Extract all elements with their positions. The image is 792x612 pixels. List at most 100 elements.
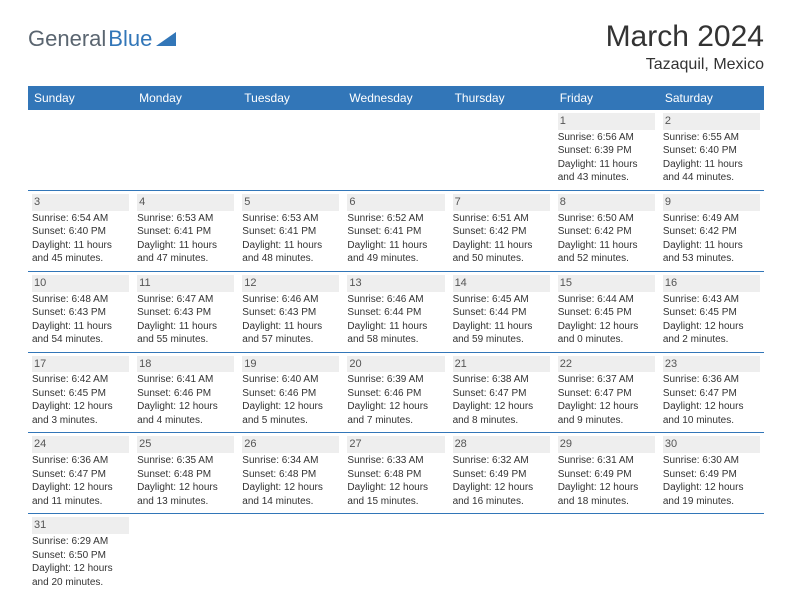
daylight-text: Daylight: 12 hours and 20 minutes.	[32, 562, 129, 589]
calendar-week-row: 24Sunrise: 6:36 AMSunset: 6:47 PMDayligh…	[28, 433, 764, 514]
sunset-text: Sunset: 6:44 PM	[453, 306, 550, 320]
sunrise-text: Sunrise: 6:53 AM	[137, 212, 234, 226]
day-number: 27	[347, 436, 444, 453]
sunrise-text: Sunrise: 6:49 AM	[663, 212, 760, 226]
sunset-text: Sunset: 6:39 PM	[558, 144, 655, 158]
day-number: 5	[242, 194, 339, 211]
calendar-cell	[343, 514, 448, 594]
title-block: March 2024 Tazaquil, Mexico	[606, 20, 764, 74]
calendar-cell: 6Sunrise: 6:52 AMSunset: 6:41 PMDaylight…	[343, 190, 448, 271]
day-number: 12	[242, 275, 339, 292]
sunset-text: Sunset: 6:42 PM	[558, 225, 655, 239]
col-monday: Monday	[133, 86, 238, 110]
daylight-text: Daylight: 12 hours and 16 minutes.	[453, 481, 550, 508]
day-number: 6	[347, 194, 444, 211]
day-number: 30	[663, 436, 760, 453]
day-number: 2	[663, 113, 760, 130]
day-number: 20	[347, 356, 444, 373]
sunrise-text: Sunrise: 6:53 AM	[242, 212, 339, 226]
sunset-text: Sunset: 6:45 PM	[558, 306, 655, 320]
daylight-text: Daylight: 11 hours and 55 minutes.	[137, 320, 234, 347]
sunrise-text: Sunrise: 6:38 AM	[453, 373, 550, 387]
sunrise-text: Sunrise: 6:47 AM	[137, 293, 234, 307]
daylight-text: Daylight: 11 hours and 50 minutes.	[453, 239, 550, 266]
daylight-text: Daylight: 11 hours and 54 minutes.	[32, 320, 129, 347]
logo: General Blue	[28, 20, 176, 52]
calendar-week-row: 10Sunrise: 6:48 AMSunset: 6:43 PMDayligh…	[28, 271, 764, 352]
day-number: 4	[137, 194, 234, 211]
sunset-text: Sunset: 6:46 PM	[242, 387, 339, 401]
sunrise-text: Sunrise: 6:42 AM	[32, 373, 129, 387]
col-sunday: Sunday	[28, 86, 133, 110]
page-title: March 2024	[606, 20, 764, 54]
calendar-cell: 30Sunrise: 6:30 AMSunset: 6:49 PMDayligh…	[659, 433, 764, 514]
sunrise-text: Sunrise: 6:46 AM	[242, 293, 339, 307]
daylight-text: Daylight: 12 hours and 19 minutes.	[663, 481, 760, 508]
daylight-text: Daylight: 11 hours and 52 minutes.	[558, 239, 655, 266]
calendar-cell: 19Sunrise: 6:40 AMSunset: 6:46 PMDayligh…	[238, 352, 343, 433]
calendar-cell: 13Sunrise: 6:46 AMSunset: 6:44 PMDayligh…	[343, 271, 448, 352]
calendar-cell: 28Sunrise: 6:32 AMSunset: 6:49 PMDayligh…	[449, 433, 554, 514]
calendar-cell: 31Sunrise: 6:29 AMSunset: 6:50 PMDayligh…	[28, 514, 133, 594]
sunset-text: Sunset: 6:41 PM	[137, 225, 234, 239]
day-number: 19	[242, 356, 339, 373]
daylight-text: Daylight: 12 hours and 9 minutes.	[558, 400, 655, 427]
calendar-cell: 26Sunrise: 6:34 AMSunset: 6:48 PMDayligh…	[238, 433, 343, 514]
daylight-text: Daylight: 11 hours and 49 minutes.	[347, 239, 444, 266]
sunset-text: Sunset: 6:47 PM	[453, 387, 550, 401]
sunrise-text: Sunrise: 6:36 AM	[663, 373, 760, 387]
calendar-cell: 21Sunrise: 6:38 AMSunset: 6:47 PMDayligh…	[449, 352, 554, 433]
calendar-cell: 25Sunrise: 6:35 AMSunset: 6:48 PMDayligh…	[133, 433, 238, 514]
sunrise-text: Sunrise: 6:33 AM	[347, 454, 444, 468]
sunset-text: Sunset: 6:43 PM	[242, 306, 339, 320]
sunset-text: Sunset: 6:50 PM	[32, 549, 129, 563]
day-number: 13	[347, 275, 444, 292]
daylight-text: Daylight: 12 hours and 11 minutes.	[32, 481, 129, 508]
daylight-text: Daylight: 12 hours and 8 minutes.	[453, 400, 550, 427]
sunset-text: Sunset: 6:47 PM	[558, 387, 655, 401]
sunset-text: Sunset: 6:49 PM	[558, 468, 655, 482]
daylight-text: Daylight: 11 hours and 44 minutes.	[663, 158, 760, 185]
day-number: 26	[242, 436, 339, 453]
daylight-text: Daylight: 12 hours and 14 minutes.	[242, 481, 339, 508]
daylight-text: Daylight: 11 hours and 53 minutes.	[663, 239, 760, 266]
calendar-cell	[238, 514, 343, 594]
sunrise-text: Sunrise: 6:52 AM	[347, 212, 444, 226]
calendar-cell	[659, 514, 764, 594]
daylight-text: Daylight: 12 hours and 13 minutes.	[137, 481, 234, 508]
calendar-cell: 17Sunrise: 6:42 AMSunset: 6:45 PMDayligh…	[28, 352, 133, 433]
calendar-cell: 7Sunrise: 6:51 AMSunset: 6:42 PMDaylight…	[449, 190, 554, 271]
sunrise-text: Sunrise: 6:56 AM	[558, 131, 655, 145]
col-thursday: Thursday	[449, 86, 554, 110]
day-number: 29	[558, 436, 655, 453]
calendar-body: 1Sunrise: 6:56 AMSunset: 6:39 PMDaylight…	[28, 110, 764, 594]
daylight-text: Daylight: 11 hours and 48 minutes.	[242, 239, 339, 266]
day-number: 22	[558, 356, 655, 373]
day-number: 21	[453, 356, 550, 373]
calendar-cell: 14Sunrise: 6:45 AMSunset: 6:44 PMDayligh…	[449, 271, 554, 352]
sunrise-text: Sunrise: 6:46 AM	[347, 293, 444, 307]
calendar-cell: 29Sunrise: 6:31 AMSunset: 6:49 PMDayligh…	[554, 433, 659, 514]
calendar-cell	[449, 110, 554, 190]
calendar-cell	[449, 514, 554, 594]
daylight-text: Daylight: 12 hours and 10 minutes.	[663, 400, 760, 427]
day-number: 14	[453, 275, 550, 292]
day-number: 10	[32, 275, 129, 292]
sunset-text: Sunset: 6:45 PM	[663, 306, 760, 320]
sunset-text: Sunset: 6:42 PM	[663, 225, 760, 239]
calendar-cell: 1Sunrise: 6:56 AMSunset: 6:39 PMDaylight…	[554, 110, 659, 190]
sunset-text: Sunset: 6:43 PM	[137, 306, 234, 320]
sunrise-text: Sunrise: 6:48 AM	[32, 293, 129, 307]
calendar-cell: 23Sunrise: 6:36 AMSunset: 6:47 PMDayligh…	[659, 352, 764, 433]
sunset-text: Sunset: 6:49 PM	[663, 468, 760, 482]
sunset-text: Sunset: 6:44 PM	[347, 306, 444, 320]
calendar-cell: 2Sunrise: 6:55 AMSunset: 6:40 PMDaylight…	[659, 110, 764, 190]
sunset-text: Sunset: 6:41 PM	[242, 225, 339, 239]
sunrise-text: Sunrise: 6:43 AM	[663, 293, 760, 307]
calendar-cell: 22Sunrise: 6:37 AMSunset: 6:47 PMDayligh…	[554, 352, 659, 433]
sunrise-text: Sunrise: 6:54 AM	[32, 212, 129, 226]
daylight-text: Daylight: 12 hours and 18 minutes.	[558, 481, 655, 508]
day-number: 31	[32, 517, 129, 534]
sunrise-text: Sunrise: 6:35 AM	[137, 454, 234, 468]
sunset-text: Sunset: 6:40 PM	[32, 225, 129, 239]
